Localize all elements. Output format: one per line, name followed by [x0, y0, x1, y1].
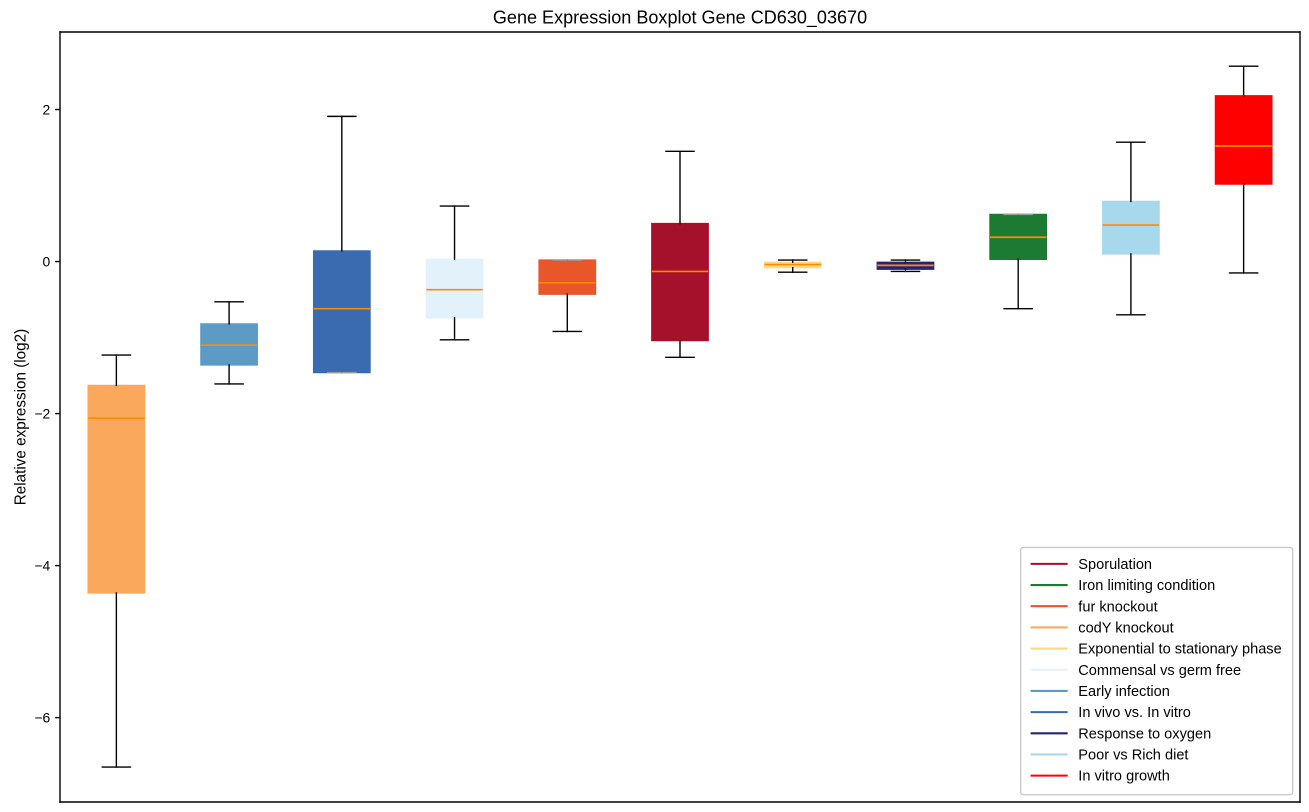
- svg-text:codY knockout: codY knockout: [1078, 621, 1173, 637]
- svg-text:Exponential to stationary phas: Exponential to stationary phase: [1078, 642, 1281, 658]
- svg-text:Commensal vs germ free: Commensal vs germ free: [1078, 663, 1241, 679]
- svg-text:In vitro growth: In vitro growth: [1078, 769, 1170, 785]
- svg-text:Gene Expression Boxplot Gene C: Gene Expression Boxplot Gene CD630_03670: [493, 8, 867, 29]
- svg-text:−6: −6: [34, 710, 50, 726]
- svg-text:Response to oxygen: Response to oxygen: [1078, 726, 1211, 742]
- svg-text:0: 0: [43, 254, 51, 270]
- svg-text:In vivo vs. In vitro: In vivo vs. In vitro: [1078, 705, 1191, 721]
- svg-text:−4: −4: [34, 558, 50, 574]
- svg-text:2: 2: [43, 102, 51, 118]
- svg-text:Poor vs Rich diet: Poor vs Rich diet: [1078, 748, 1188, 764]
- svg-text:Sporulation: Sporulation: [1078, 557, 1152, 573]
- svg-text:fur knockout: fur knockout: [1078, 599, 1157, 615]
- svg-text:Early infection: Early infection: [1078, 684, 1170, 700]
- svg-text:Iron limiting condition: Iron limiting condition: [1078, 578, 1215, 594]
- svg-text:−2: −2: [34, 406, 50, 422]
- svg-text:Relative expression (log2): Relative expression (log2): [13, 329, 30, 506]
